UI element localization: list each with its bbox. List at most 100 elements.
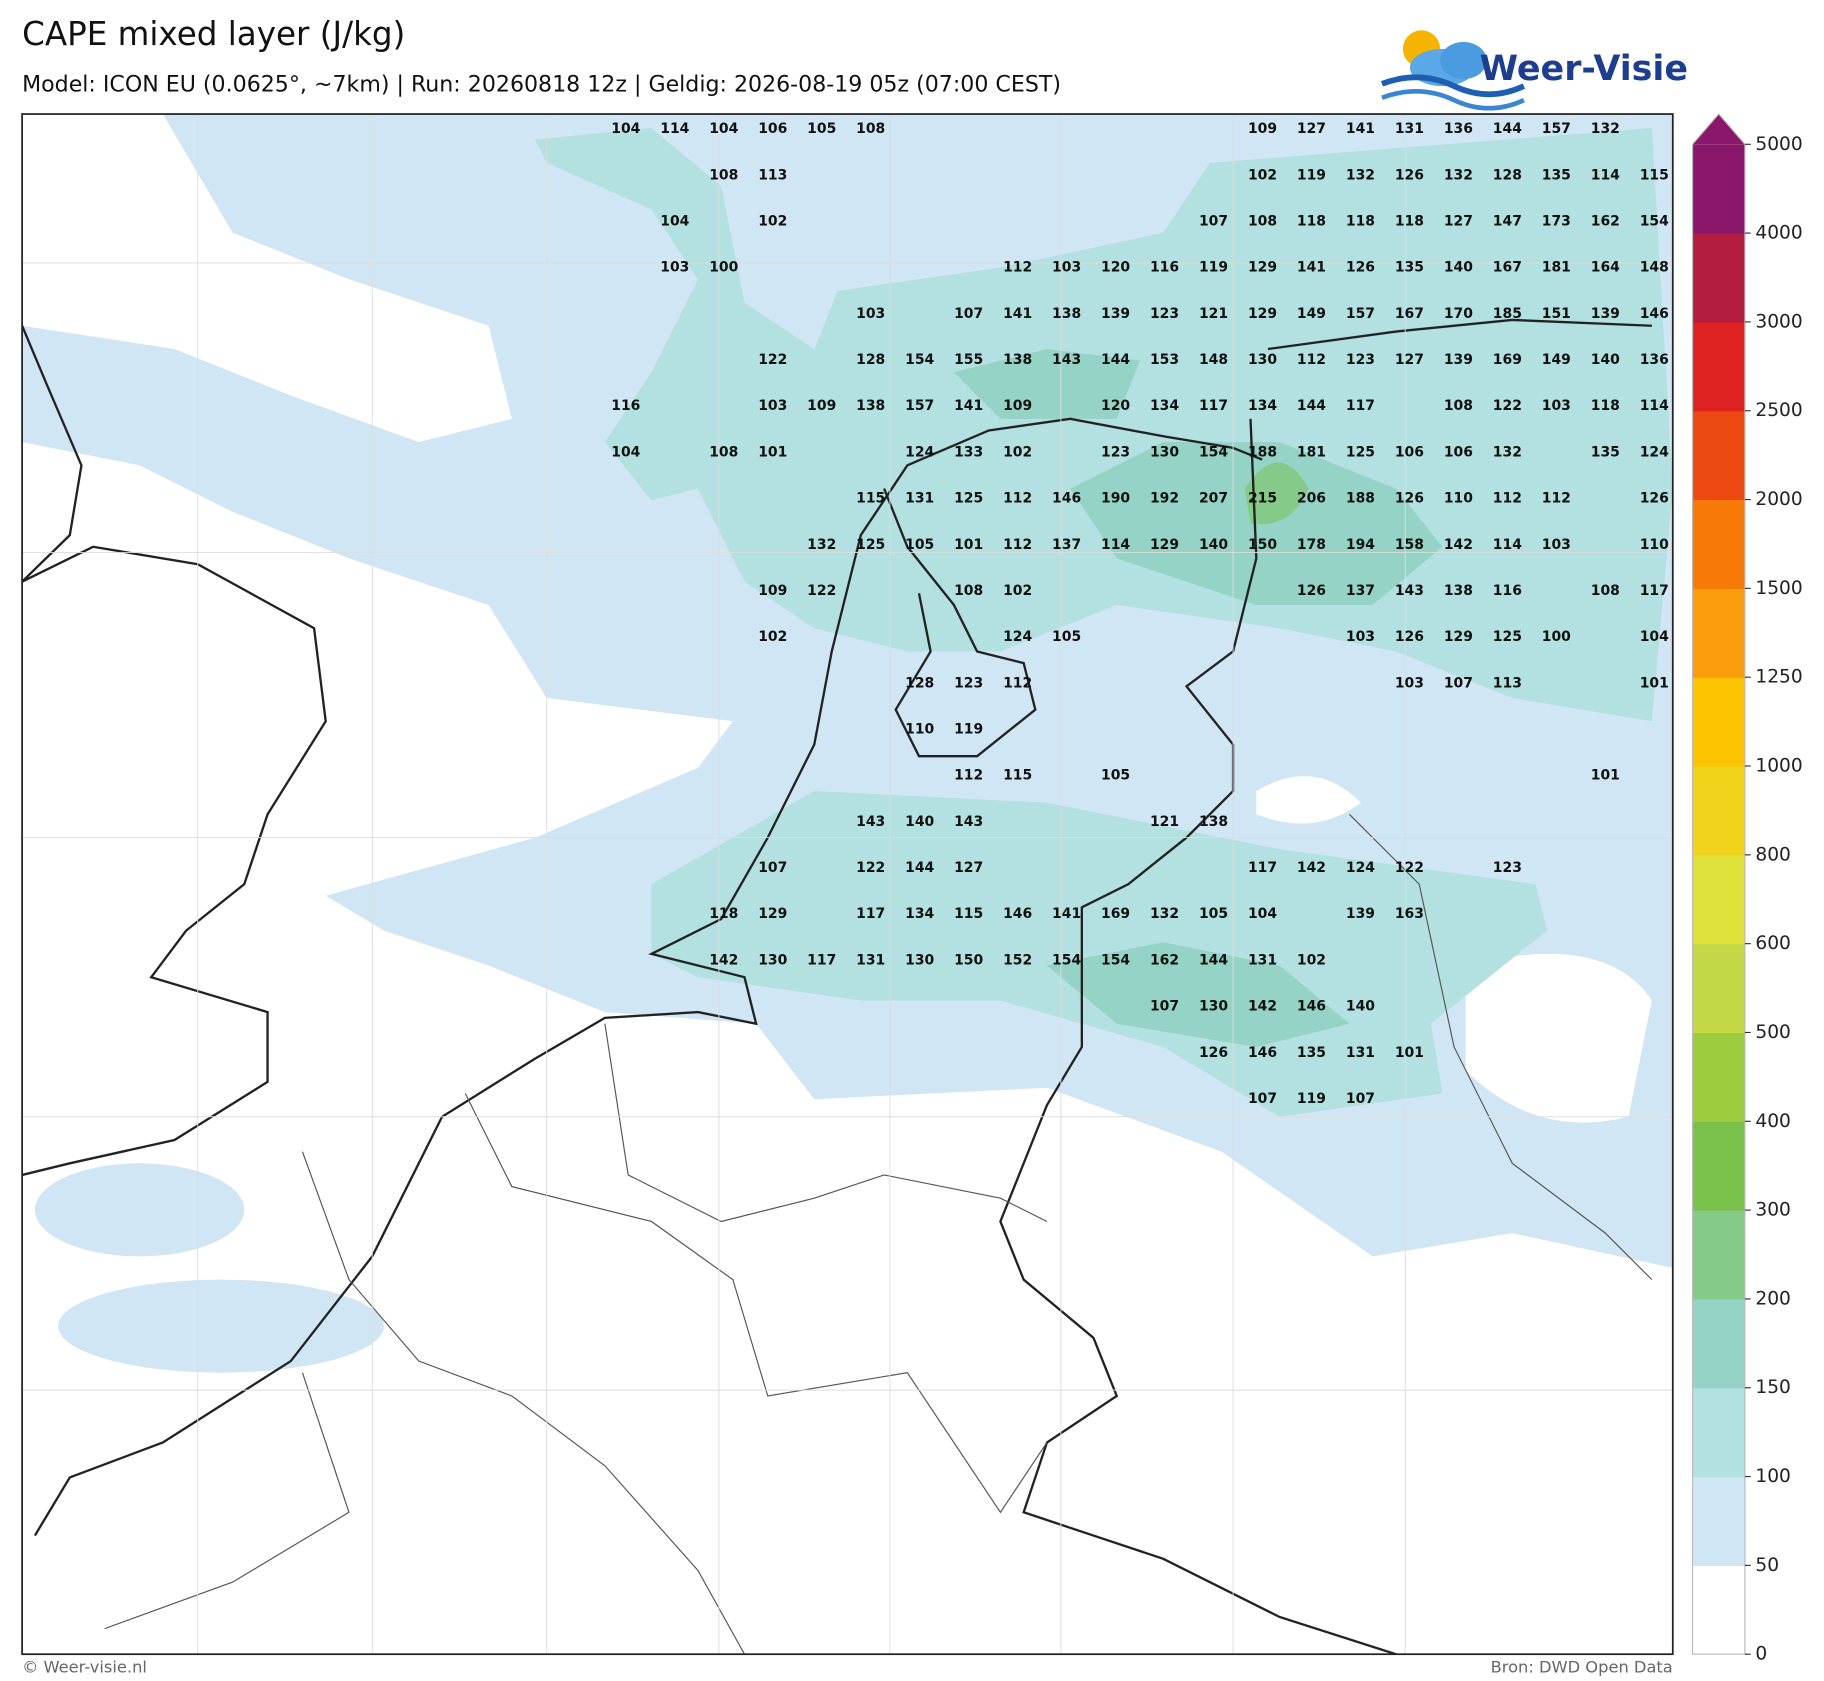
cape-value: 104 xyxy=(1640,629,1669,645)
cape-value: 122 xyxy=(807,583,836,599)
cape-value: 142 xyxy=(1444,537,1473,553)
colorbar-segment xyxy=(1692,588,1745,678)
map-frame xyxy=(21,113,1674,1656)
cape-value: 108 xyxy=(954,583,983,599)
cape-value: 132 xyxy=(1444,167,1473,183)
cape-value: 106 xyxy=(1395,444,1424,460)
cape-value: 112 xyxy=(1003,537,1032,553)
cape-value: 138 xyxy=(1199,814,1228,830)
colorbar-segment xyxy=(1692,321,1745,412)
cape-value: 130 xyxy=(1150,444,1179,460)
cape-value: 144 xyxy=(1297,398,1326,414)
cape-value: 173 xyxy=(1542,214,1571,230)
cape-value: 117 xyxy=(856,906,885,922)
cape-value: 107 xyxy=(758,860,787,876)
cape-value: 107 xyxy=(954,306,983,322)
cape-value: 153 xyxy=(1150,352,1179,368)
cape-value: 146 xyxy=(1297,999,1326,1015)
cape-value: 107 xyxy=(1346,1091,1375,1107)
cape-value: 207 xyxy=(1199,491,1228,507)
cape-value: 141 xyxy=(1297,260,1326,276)
cape-value: 116 xyxy=(1493,583,1522,599)
cape-value: 157 xyxy=(1346,306,1375,322)
cape-value: 112 xyxy=(1493,491,1522,507)
cape-value: 206 xyxy=(1297,491,1326,507)
cape-value: 119 xyxy=(1297,1091,1326,1107)
cape-value: 134 xyxy=(1150,398,1179,414)
cape-value: 148 xyxy=(1199,352,1228,368)
cape-value: 112 xyxy=(1297,352,1326,368)
cape-value: 123 xyxy=(1493,860,1522,876)
cape-value: 120 xyxy=(1101,398,1130,414)
cape-value: 128 xyxy=(905,675,934,691)
cape-value: 103 xyxy=(1395,675,1424,691)
cape-value: 109 xyxy=(1248,121,1277,137)
cape-value: 115 xyxy=(1003,768,1032,784)
cape-value: 143 xyxy=(856,814,885,830)
cape-value: 103 xyxy=(856,306,885,322)
cape-value: 167 xyxy=(1395,306,1424,322)
cape-value: 125 xyxy=(1493,629,1522,645)
colorbar-tick-label: 4000 xyxy=(1755,223,1802,244)
cape-value: 115 xyxy=(1640,167,1669,183)
cape-value: 119 xyxy=(1199,260,1228,276)
cape-value: 107 xyxy=(1150,999,1179,1015)
cape-value: 155 xyxy=(954,352,983,368)
cape-value: 117 xyxy=(807,952,836,968)
cape-value: 131 xyxy=(1346,1045,1375,1061)
cape-value: 112 xyxy=(1003,491,1032,507)
colorbar-tick-label: 600 xyxy=(1755,933,1791,954)
colorbar-tick-label: 1000 xyxy=(1755,756,1802,777)
cape-value: 108 xyxy=(1591,583,1620,599)
cape-value: 146 xyxy=(1248,1045,1277,1061)
cape-value: 104 xyxy=(611,444,640,460)
cape-value: 106 xyxy=(1444,444,1473,460)
cape-value: 109 xyxy=(807,398,836,414)
cape-value: 126 xyxy=(1395,491,1424,507)
cape-value: 131 xyxy=(1395,121,1424,137)
cape-value: 129 xyxy=(758,906,787,922)
cape-value: 139 xyxy=(1101,306,1130,322)
cape-value: 124 xyxy=(1640,444,1669,460)
cape-value: 138 xyxy=(1052,306,1081,322)
cape-value: 104 xyxy=(1248,906,1277,922)
cape-value: 151 xyxy=(1542,306,1571,322)
cape-value: 108 xyxy=(856,121,885,137)
logo-text: Weer-Visie xyxy=(1480,49,1688,89)
colorbar-tick-label: 0 xyxy=(1755,1644,1767,1665)
cape-value: 158 xyxy=(1395,537,1424,553)
cape-value: 188 xyxy=(1248,444,1277,460)
cape-value: 104 xyxy=(709,121,738,137)
cape-value: 143 xyxy=(954,814,983,830)
cape-value: 170 xyxy=(1444,306,1473,322)
cape-value: 144 xyxy=(1101,352,1130,368)
colorbar-segment xyxy=(1692,1210,1745,1300)
cape-value: 127 xyxy=(1395,352,1424,368)
cape-value: 140 xyxy=(1591,352,1620,368)
cape-value: 119 xyxy=(954,722,983,738)
cape-value: 103 xyxy=(1542,398,1571,414)
colorbar-segment xyxy=(1692,233,1745,323)
cape-value: 101 xyxy=(954,537,983,553)
cape-value: 125 xyxy=(1346,444,1375,460)
cape-value: 121 xyxy=(1150,814,1179,830)
value-labels: 104 114 104 106 105 108 109 127 141 131 136 144 157 1… xyxy=(611,121,1669,1107)
cape-value: 110 xyxy=(1640,537,1669,553)
colorbar-segment xyxy=(1692,1387,1745,1478)
cape-value: 117 xyxy=(1248,860,1277,876)
footer-source: Bron: DWD Open Data xyxy=(1491,1658,1673,1677)
cape-value: 123 xyxy=(1150,306,1179,322)
cape-value: 135 xyxy=(1591,444,1620,460)
cape-value: 190 xyxy=(1101,491,1130,507)
cape-value: 142 xyxy=(1248,999,1277,1015)
cape-value: 108 xyxy=(709,444,738,460)
cape-value: 118 xyxy=(1346,214,1375,230)
cape-value: 138 xyxy=(1444,583,1473,599)
cape-value: 126 xyxy=(1199,1045,1228,1061)
cape-value: 185 xyxy=(1493,306,1522,322)
cape-value: 112 xyxy=(1542,491,1571,507)
cape-value: 126 xyxy=(1395,167,1424,183)
cape-value: 139 xyxy=(1591,306,1620,322)
colorbar-tick-label: 3000 xyxy=(1755,311,1802,332)
